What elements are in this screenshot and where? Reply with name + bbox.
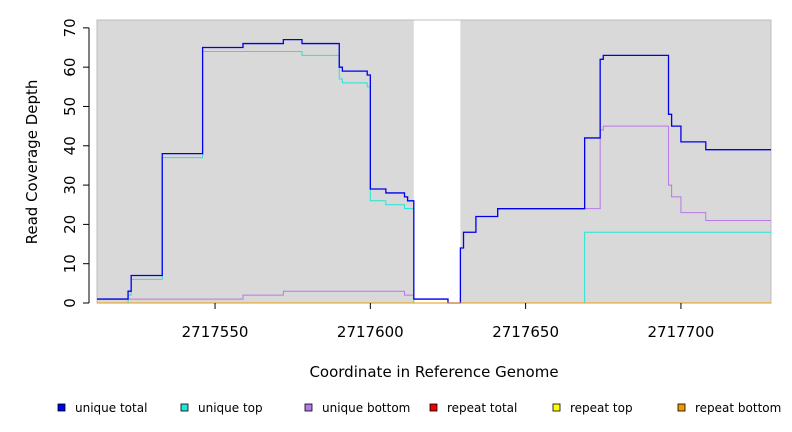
x-axis-title: Coordinate in Reference Genome	[309, 363, 558, 381]
y-tick-label: 50	[61, 97, 79, 116]
x-tick-label: 2717600	[337, 323, 404, 341]
legend-label: unique bottom	[322, 401, 410, 415]
plot-background-group	[97, 20, 771, 303]
y-tick-label: 10	[61, 254, 79, 273]
y-tick-label: 70	[61, 18, 79, 37]
legend-label: repeat top	[570, 401, 633, 415]
shaded-region-1	[97, 20, 414, 303]
legend-swatch	[552, 403, 561, 412]
x-tick-label: 2717700	[648, 323, 715, 341]
y-tick-label: 30	[61, 176, 79, 195]
legend: unique total unique top unique bottom repea…	[57, 401, 781, 415]
legend-swatch	[57, 403, 66, 412]
legend-item-repeat-top: repeat top	[552, 401, 633, 415]
legend-item-repeat-bottom: repeat bottom	[677, 401, 781, 415]
legend-label: unique top	[198, 401, 263, 415]
legend-label: repeat bottom	[695, 401, 781, 415]
legend-item-repeat-total: repeat total	[429, 401, 517, 415]
y-axis-title: Read Coverage Depth	[23, 80, 41, 245]
y-tick-label: 20	[61, 215, 79, 234]
series-group	[97, 39, 771, 304]
legend-item-unique-bottom: unique bottom	[304, 401, 410, 415]
legend-item-unique-total: unique total	[57, 401, 147, 415]
series-line-unique-total	[97, 39, 771, 304]
legend-swatch	[180, 403, 189, 412]
x-axis: 2717550 2717600 2717650 2717700	[182, 303, 715, 341]
y-tick-label: 0	[61, 298, 79, 308]
y-axis: 0 10 20 30 40 50 60 70	[61, 18, 90, 308]
shaded-region-2	[460, 20, 771, 303]
y-tick-label: 40	[61, 136, 79, 155]
legend-swatch	[304, 403, 313, 412]
legend-label: repeat total	[447, 401, 517, 415]
y-tick-label: 60	[61, 58, 79, 77]
x-tick-label: 2717550	[182, 323, 249, 341]
legend-swatch	[677, 403, 686, 412]
series-line-unique-top	[97, 50, 771, 304]
legend-item-unique-top: unique top	[180, 401, 263, 415]
legend-swatch	[429, 403, 438, 412]
legend-label: unique total	[75, 401, 147, 415]
x-tick-label: 2717650	[492, 323, 559, 341]
